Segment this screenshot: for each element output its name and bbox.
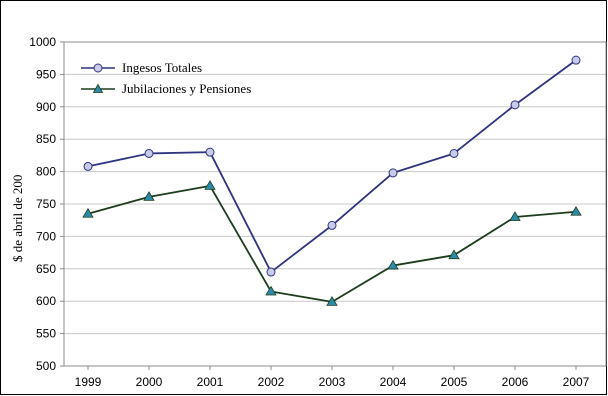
y-tick-label: 600 [36,294,56,308]
legend-label-jubilaciones: Jubilaciones y Pensiones [122,81,251,96]
y-tick-label: 550 [36,327,56,341]
y-tick-label: 900 [36,100,56,114]
data-point [448,249,460,260]
x-tick-label: 2001 [197,375,224,389]
data-point [326,296,338,306]
data-point [571,55,581,65]
data-point [327,220,337,230]
x-tick-label: 2000 [136,375,163,389]
series-jubilaciones-pensiones [82,180,582,306]
data-point [205,147,215,157]
data-point [387,259,399,270]
series-layer [82,55,582,306]
x-tick-label: 1999 [75,375,102,389]
x-tick-label: 2003 [319,375,346,389]
x-tick-label: 2007 [563,375,590,389]
legend: Ingesos Totales Jubilaciones y Pensiones [81,60,251,96]
series-ingresos-totales [83,55,581,277]
y-tick-label: 1000 [29,35,56,49]
y-tick-label: 800 [36,165,56,179]
x-tick-label: 2002 [258,375,285,389]
x-tick-label: 2005 [441,375,468,389]
x-tick-label: 2006 [502,375,529,389]
data-point [144,148,154,158]
data-point [510,100,520,110]
data-point [509,211,521,221]
data-point [265,285,277,296]
data-point [204,180,216,190]
legend-marker-ingresos [93,63,103,73]
data-point [388,168,398,178]
x-tick-label: 2004 [380,375,407,389]
y-tick-label: 950 [36,67,56,81]
data-point [449,148,459,158]
y-tick-label: 500 [36,359,56,373]
y-tick-label: 700 [36,229,56,243]
data-point [143,191,155,201]
y-tick-label: 650 [36,262,56,276]
data-point [570,205,582,216]
legend-marker-jubilaciones [92,83,104,93]
data-point [266,267,276,277]
y-tick-label: 750 [36,197,56,211]
y-tick-label: 850 [36,132,56,146]
data-point [82,207,94,218]
data-point [83,161,93,171]
x-axis-ticks: 1999 2000 2001 2002 2003 2004 2005 2006 2007 [75,366,590,389]
y-axis-label: $ de abril de 200 [10,175,25,262]
y-axis-ticks: 500 550 600 650 700 750 800 850 900 950 1000 [29,35,64,373]
legend-label-ingresos: Ingesos Totales [122,60,202,75]
